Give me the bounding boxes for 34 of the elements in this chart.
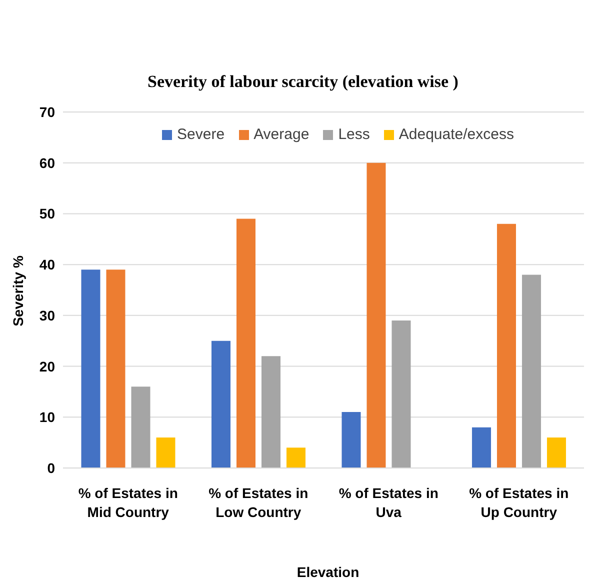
bar — [236, 218, 256, 468]
bar — [366, 162, 386, 468]
y-tick-label: 30 — [39, 307, 56, 324]
bar — [261, 356, 280, 468]
bar — [522, 274, 541, 468]
legend-label: Average — [252, 126, 310, 143]
y-tick-label: 50 — [39, 206, 56, 222]
x-tick-label: % of Estates in Up Country — [469, 485, 569, 520]
x-axis-title: Elevation — [296, 564, 360, 580]
x-tick-label: % of Estates in Low Country — [208, 485, 308, 520]
x-tick-label: % of Estates in Mid Country — [78, 485, 178, 520]
y-tick-label: 70 — [39, 104, 56, 120]
bar — [472, 427, 491, 468]
bar — [546, 437, 566, 468]
bar — [342, 412, 361, 468]
legend-label: Severe — [176, 126, 225, 143]
chart-title: Severity of labour scarcity (elevation wise ) — [146, 72, 460, 92]
legend-label: Less — [337, 126, 370, 143]
bar — [106, 270, 126, 468]
bar — [392, 320, 411, 468]
y-tick-label: 20 — [39, 358, 56, 374]
bar — [131, 386, 150, 468]
y-tick-label: 60 — [39, 154, 56, 171]
x-tick-label: % of Estates in Uva — [338, 485, 438, 520]
bar — [286, 448, 306, 468]
legend-label: Adequate/excess — [398, 126, 514, 143]
y-axis-title: Severity % — [10, 254, 26, 328]
bar — [496, 224, 516, 468]
bar — [81, 270, 100, 468]
y-tick-label: 10 — [39, 409, 56, 426]
y-tick-label: 0 — [47, 460, 56, 476]
bar — [156, 437, 176, 468]
bar — [211, 340, 230, 468]
y-tick-label: 40 — [39, 256, 56, 273]
